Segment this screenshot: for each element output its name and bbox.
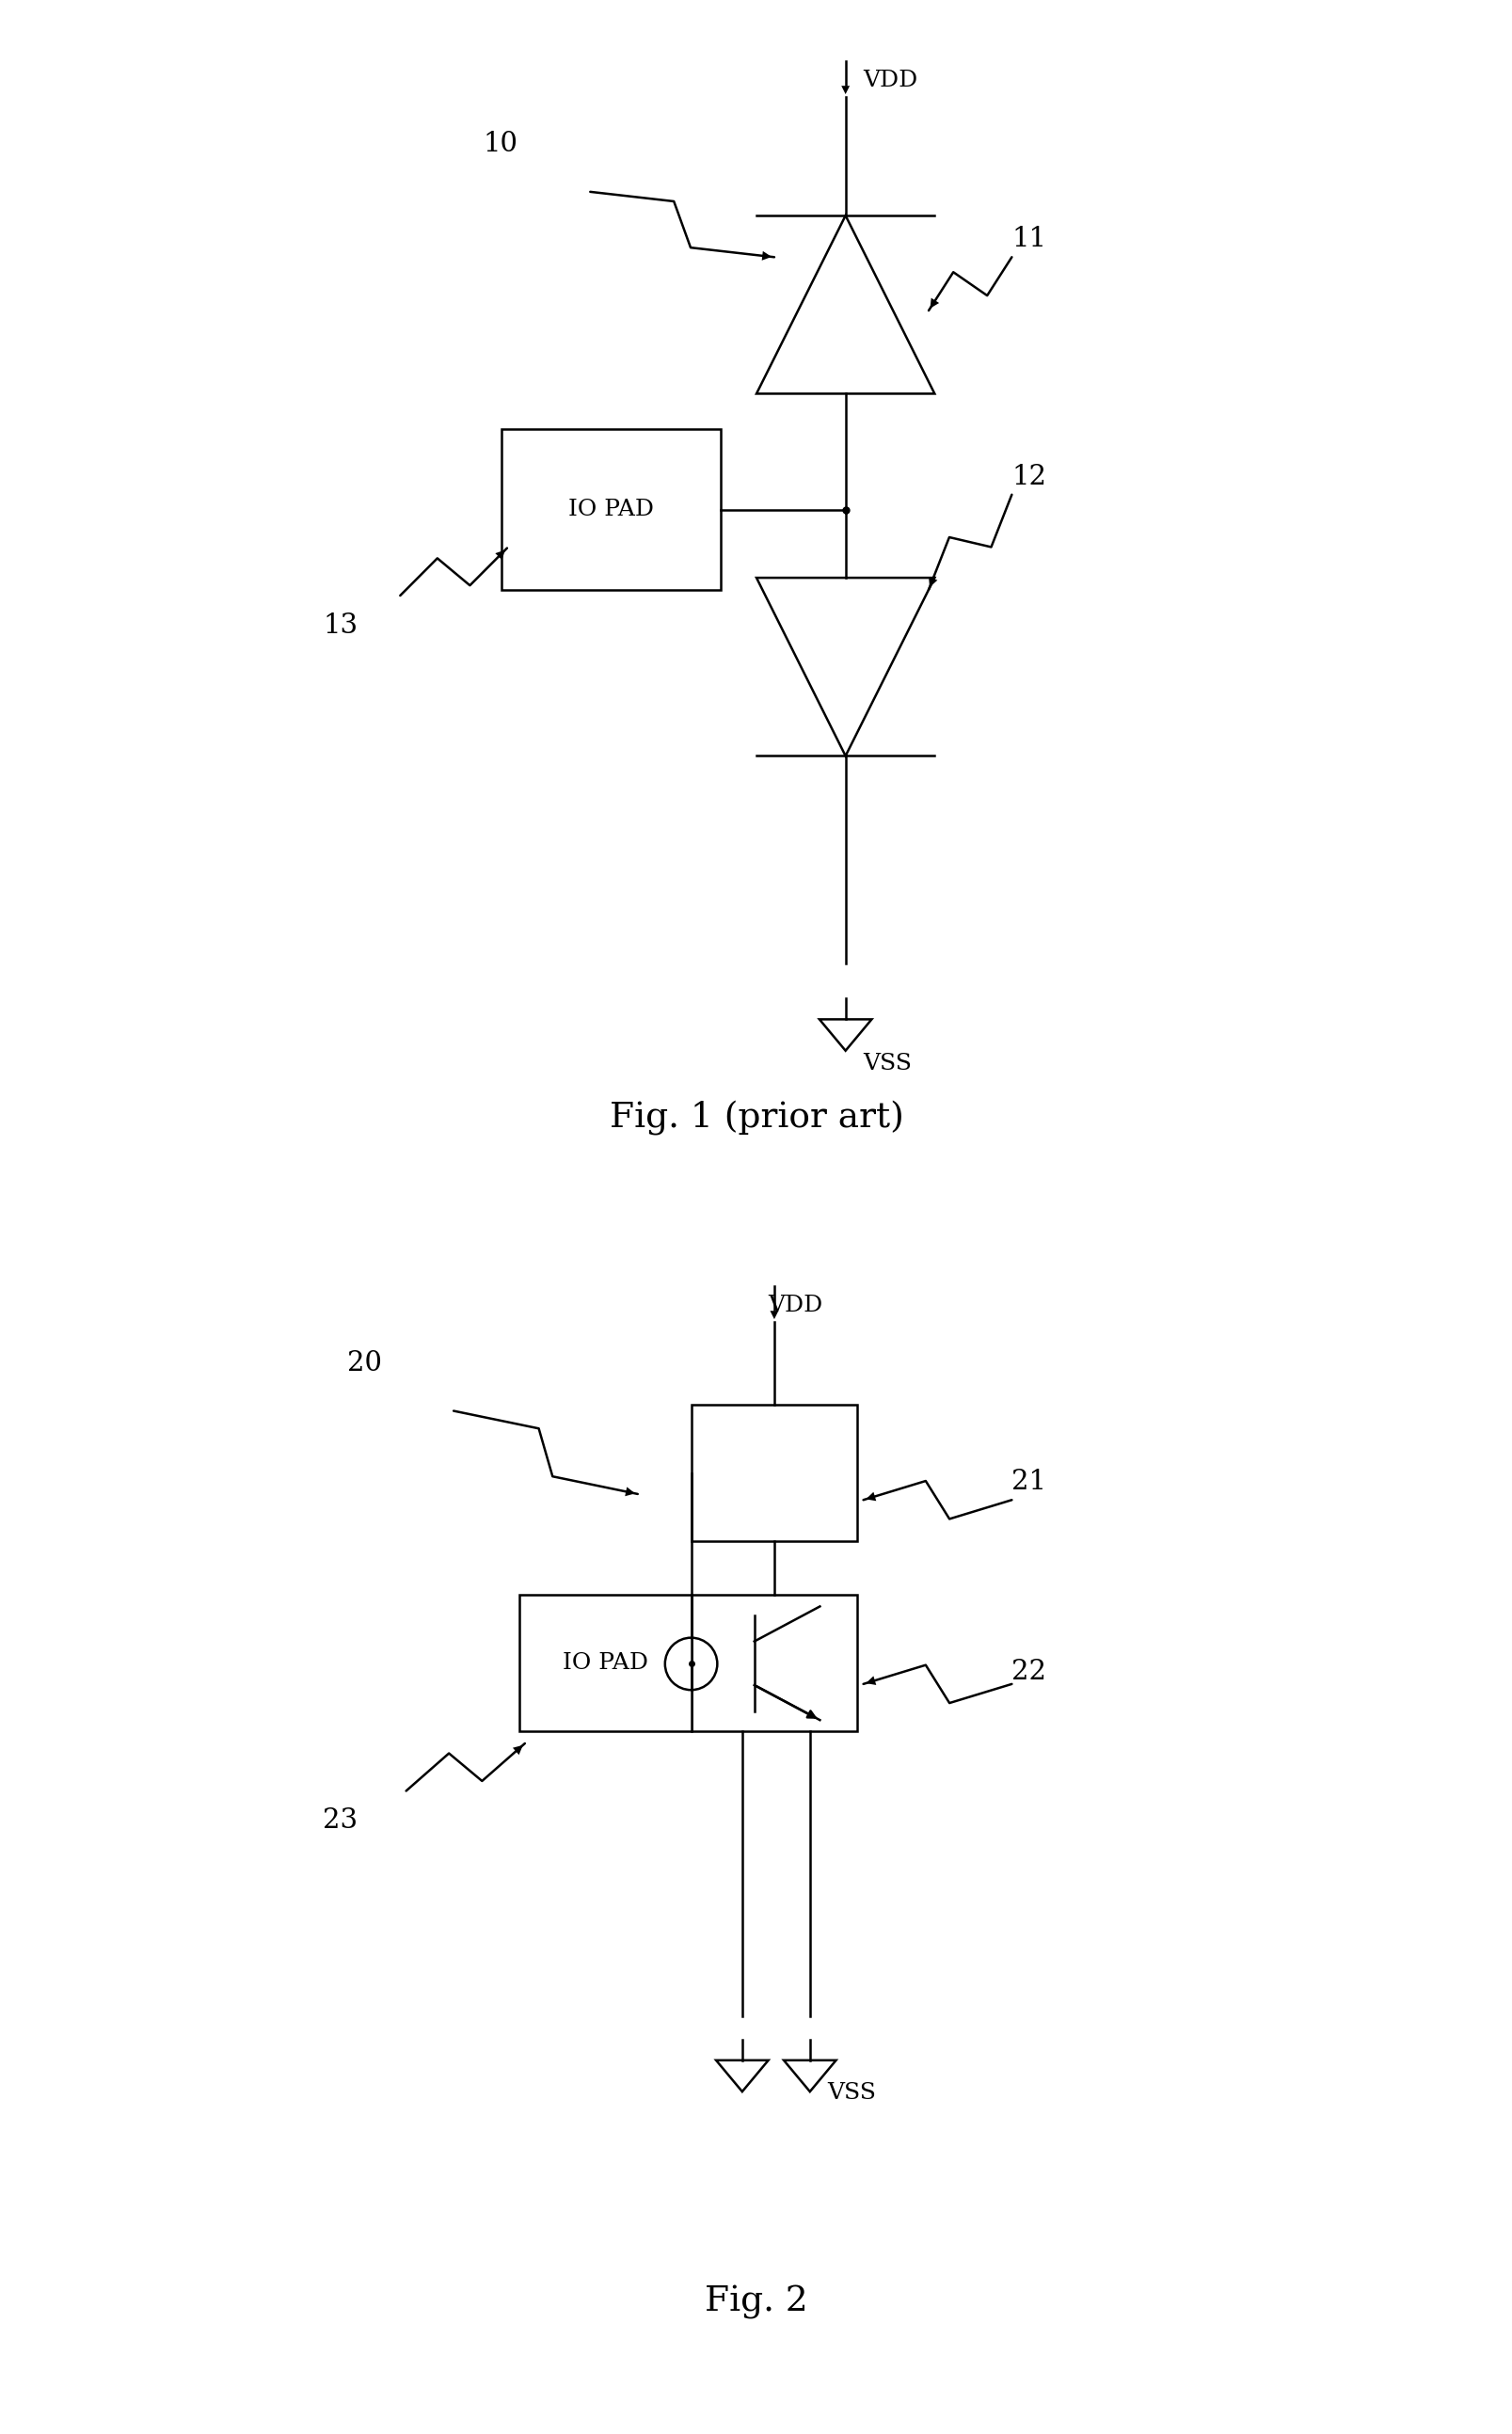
Text: Fig. 1 (prior art): Fig. 1 (prior art) — [609, 1100, 903, 1137]
Text: 13: 13 — [322, 611, 358, 638]
Text: VSS: VSS — [827, 2081, 875, 2103]
Text: Fig. 2: Fig. 2 — [705, 2286, 807, 2320]
Bar — [519, 1594, 691, 1731]
Text: 21: 21 — [1012, 1470, 1046, 1494]
Text: VDD: VDD — [768, 1295, 823, 1317]
Bar — [691, 1594, 857, 1731]
Text: VDD: VDD — [863, 68, 918, 90]
Text: 10: 10 — [482, 131, 517, 158]
Bar — [500, 428, 720, 589]
Text: 20: 20 — [346, 1351, 381, 1378]
Text: 23: 23 — [322, 1808, 358, 1833]
Text: IO PAD: IO PAD — [569, 499, 653, 521]
Text: VSS: VSS — [863, 1054, 912, 1073]
Text: 11: 11 — [1012, 226, 1046, 253]
Text: 12: 12 — [1012, 462, 1046, 489]
Bar — [691, 1404, 857, 1541]
Text: IO PAD: IO PAD — [562, 1653, 647, 1675]
Text: 22: 22 — [1012, 1660, 1046, 1684]
